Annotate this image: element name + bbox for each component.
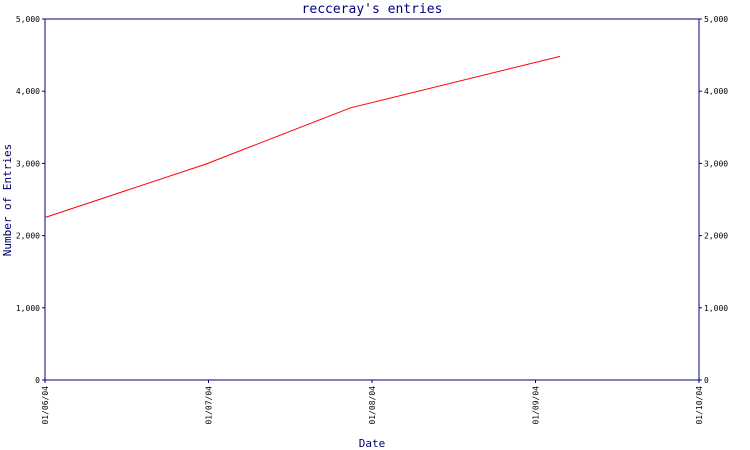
- x-axis: 01/06/04 01/07/04 01/08/04 01/09/04 01/10/04: [41, 380, 704, 425]
- plot-frame: [44, 18, 700, 381]
- x-tick-label: 01/10/04: [695, 386, 704, 425]
- chart-title: recceray's entries: [302, 2, 443, 17]
- y-axis-right: 0 1,000 2,000 3,000 4,000 5,000: [699, 15, 728, 385]
- series-layer: [44, 55, 561, 219]
- x-axis-title: Date: [359, 437, 386, 450]
- y-tick-label-left: 2,000: [16, 232, 40, 241]
- y-tick-label-left: 3,000: [16, 159, 40, 168]
- y-tick-label-left: 5,000: [16, 15, 40, 24]
- y-axis-left: 0 1,000 2,000 3,000 4,000 5,000: [16, 15, 45, 385]
- x-tick-label: 01/07/04: [205, 386, 214, 425]
- y-tick-label-left: 1,000: [16, 304, 40, 313]
- y-tick-label-right: 4,000: [704, 87, 728, 96]
- data-point: [349, 107, 352, 109]
- x-tick-label: 01/09/04: [532, 386, 541, 425]
- data-point: [559, 55, 561, 58]
- y-axis-title: Number of Entries: [1, 144, 14, 257]
- y-tick-label-right: 5,000: [704, 15, 728, 24]
- y-tick-label-right: 1,000: [704, 304, 728, 313]
- y-tick-label-right: 3,000: [704, 159, 728, 168]
- x-tick-label: 01/08/04: [368, 386, 377, 425]
- y-tick-label-right: 2,000: [704, 232, 728, 241]
- series-line: [44, 56, 560, 218]
- y-tick-label-left: 4,000: [16, 87, 40, 96]
- data-point: [205, 163, 207, 165]
- y-tick-label-left: 0: [35, 376, 40, 385]
- y-tick-label-right: 0: [704, 376, 709, 385]
- x-tick-label: 01/06/04: [41, 386, 50, 425]
- data-point: [44, 216, 46, 219]
